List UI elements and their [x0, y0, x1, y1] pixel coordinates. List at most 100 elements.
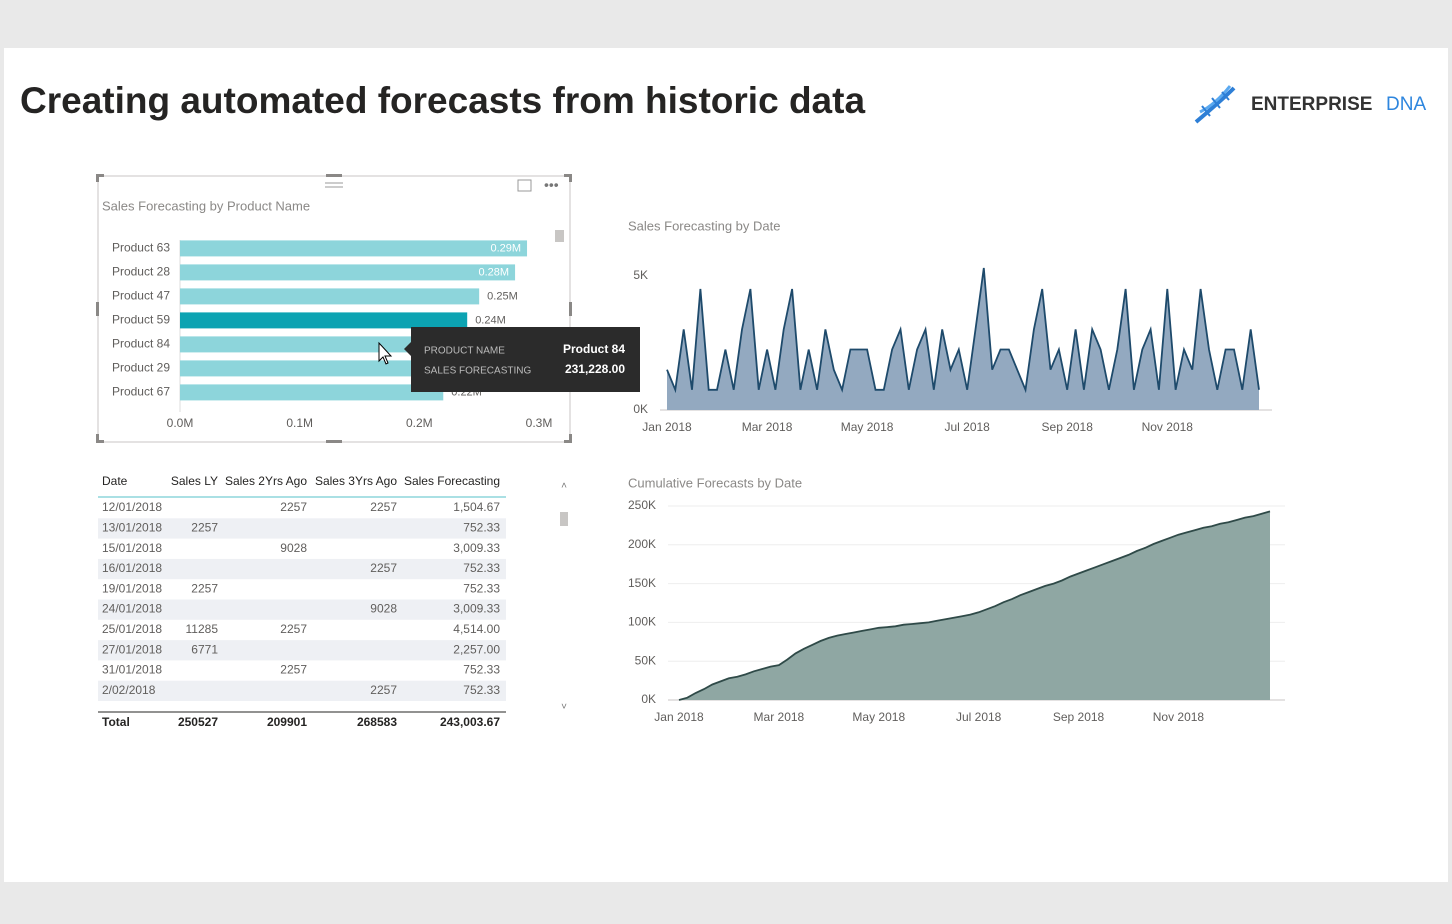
table-cell: 25/01/2018 [102, 622, 162, 636]
table-cell: 2257 [191, 520, 218, 534]
area-fill [667, 268, 1259, 410]
table-cell: 3,009.33 [453, 602, 500, 616]
x-tick-label: Jan 2018 [654, 710, 704, 724]
table-cell: 2257 [370, 500, 397, 514]
scrollbar-thumb[interactable] [555, 230, 564, 242]
x-tick-label: 0.3M [526, 416, 553, 430]
line [678, 510, 1271, 701]
y-tick-label: Product 67 [112, 385, 170, 399]
table-cell: 31/01/2018 [102, 663, 162, 677]
table-cell: 752.33 [463, 561, 500, 575]
x-tick-label: Jan 2018 [642, 420, 692, 434]
table-cell: 2,257.00 [453, 642, 500, 656]
tooltip-label: SALES FORECASTING [424, 366, 531, 377]
table-cell: 2257 [370, 683, 397, 697]
visual-frame[interactable] [97, 175, 571, 443]
table-scrollbar-thumb[interactable] [560, 512, 568, 526]
table-cell: 11285 [186, 622, 219, 636]
table-cell: 19/01/2018 [102, 581, 162, 595]
table-cell: 2257 [370, 561, 397, 575]
table-cell: 15/01/2018 [102, 541, 162, 555]
table-cell: 752.33 [463, 663, 500, 677]
data-label: 0.29M [490, 242, 521, 254]
frame-handles [96, 174, 572, 443]
table-row-band [98, 680, 506, 701]
y-tick-label: Product 28 [112, 265, 170, 279]
data-label: 0.25M [487, 290, 518, 302]
x-tick-label: Sep 2018 [1042, 420, 1094, 434]
table-cell: 16/01/2018 [102, 561, 162, 575]
table-cell: 752.33 [463, 581, 500, 595]
x-tick-label: 0.1M [286, 416, 313, 430]
table-header: Sales LY [171, 474, 218, 488]
table-header: Sales 2Yrs Ago [225, 474, 307, 488]
bar [180, 288, 480, 305]
area-fill [679, 511, 1270, 700]
chart-title: Cumulative Forecasts by Date [628, 475, 802, 490]
table-cell: 27/01/2018 [102, 642, 162, 656]
visual-header-icons[interactable] [325, 179, 532, 192]
bar [180, 312, 468, 329]
table-cell: 2257 [280, 622, 307, 636]
table-header: Sales Forecasting [404, 474, 500, 488]
x-tick-label: Sep 2018 [1053, 710, 1105, 724]
chart-title: Sales Forecasting by Date [628, 218, 780, 233]
x-tick-label: Jul 2018 [944, 420, 990, 434]
brand-accent: DNA [1386, 94, 1426, 115]
bar [180, 336, 456, 353]
table-total: 268583 [357, 715, 397, 729]
x-tick-label: May 2018 [852, 710, 905, 724]
line [666, 267, 1260, 394]
x-tick-label: May 2018 [841, 420, 894, 434]
table-row-band [98, 558, 506, 580]
table-cell: 2257 [280, 663, 307, 677]
tooltip-pointer [404, 342, 411, 356]
x-tick-label: Jul 2018 [956, 710, 1002, 724]
table-cell: 752.33 [463, 520, 500, 534]
y-tick-label: 200K [628, 537, 656, 551]
more-options-icon[interactable]: ••• [544, 177, 559, 193]
table-cell: 752.33 [463, 683, 500, 697]
table-cell: 1,504.67 [453, 500, 500, 514]
chart-title: Sales Forecasting by Product Name [102, 198, 310, 213]
table-cell: 3,009.33 [453, 541, 500, 555]
tooltip-value: Product 84 [563, 342, 625, 356]
table-cell: 9028 [280, 541, 307, 555]
table-total: 209901 [267, 715, 307, 729]
x-tick-label: Nov 2018 [1153, 710, 1205, 724]
y-tick-label: 50K [635, 653, 656, 667]
y-tick-label: 150K [628, 576, 656, 590]
bar [180, 360, 456, 377]
logo-icon [1194, 85, 1236, 124]
y-tick-label: 250K [628, 498, 656, 512]
tooltip [411, 327, 640, 392]
x-tick-label: 0.0M [167, 416, 194, 430]
y-tick-label: Product 29 [112, 361, 170, 375]
scroll-up: ˄ [561, 481, 567, 492]
bar [180, 240, 528, 257]
y-tick-label: 0K [633, 402, 648, 416]
y-tick-label: 5K [633, 268, 648, 282]
table-row-band [98, 640, 506, 661]
table-total: 250527 [178, 715, 218, 729]
table-cell: 2257 [280, 500, 307, 514]
x-tick-label: Nov 2018 [1142, 420, 1194, 434]
x-tick-label: Mar 2018 [754, 710, 805, 724]
table-cell: 13/01/2018 [102, 520, 162, 534]
table-total: Total [102, 715, 130, 729]
table-cell: 2257 [191, 581, 218, 595]
y-tick-label: 0K [641, 692, 656, 706]
x-tick-label: Mar 2018 [742, 420, 793, 434]
bar [180, 264, 516, 281]
table-row-band [98, 518, 506, 539]
bar [180, 384, 444, 401]
table-cell: 6771 [191, 642, 218, 656]
table-cell: 12/01/2018 [102, 500, 162, 514]
report-title: Creating automated forecasts from histor… [20, 80, 865, 121]
y-tick-label: Product 59 [112, 313, 170, 327]
x-tick-label: 0.2M [406, 416, 433, 430]
tooltip-value: 231,228.00 [565, 362, 625, 376]
scroll-down: ˅ [561, 702, 567, 713]
